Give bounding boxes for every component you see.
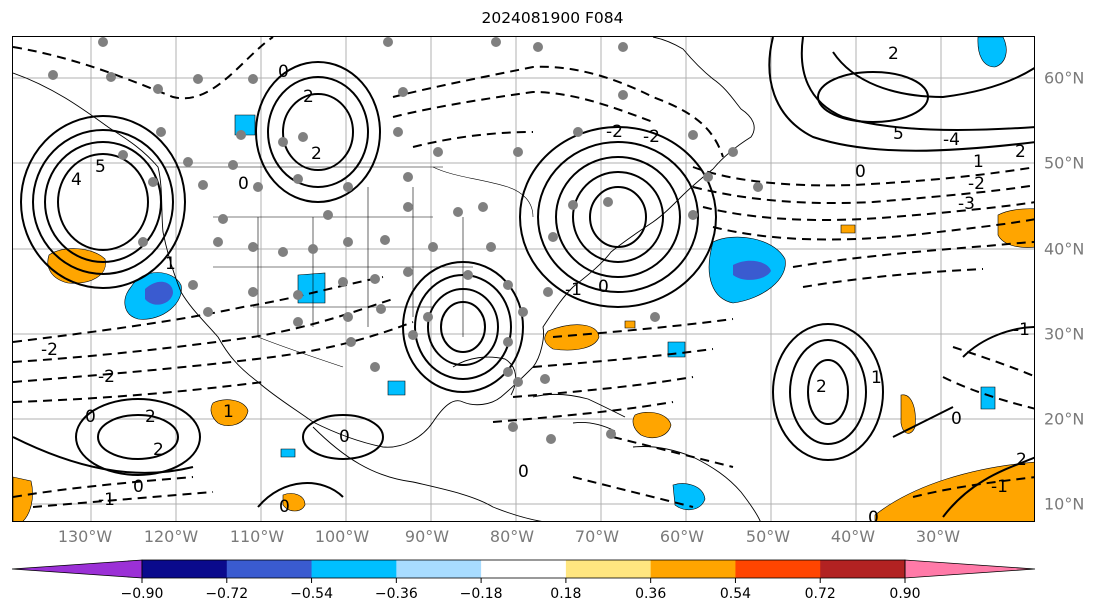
contour-label: -3 bbox=[958, 194, 975, 214]
shaded-fields bbox=[13, 37, 1034, 521]
contour-label: 0 bbox=[85, 407, 96, 427]
contour-label: 2 bbox=[311, 144, 322, 164]
colorbar-segment bbox=[650, 560, 736, 578]
contour-label: 2 bbox=[145, 407, 156, 427]
contour-label: 0 bbox=[518, 462, 529, 482]
coastlines bbox=[13, 37, 761, 521]
contour-label: 2 bbox=[303, 87, 314, 107]
contour-label: 0 bbox=[238, 174, 249, 194]
contour-label: 1 bbox=[165, 254, 176, 274]
contour-label: 1 bbox=[871, 368, 882, 388]
contour-label: 0 bbox=[133, 477, 144, 497]
contour-label: 2 bbox=[1015, 142, 1026, 162]
contour-label: 0 bbox=[279, 497, 290, 517]
colorbar bbox=[11, 559, 1036, 583]
lon-label: 40°W bbox=[830, 527, 876, 546]
contour-label: 2 bbox=[816, 377, 827, 397]
lon-label: 30°W bbox=[915, 527, 961, 546]
station-markers bbox=[48, 37, 763, 444]
colorbar-segments bbox=[11, 559, 1036, 579]
lat-label: 40°N bbox=[1044, 239, 1085, 259]
colorbar-tick-label: −0.54 bbox=[290, 586, 333, 602]
contour-label: -2 bbox=[606, 122, 623, 142]
contour-label: 0 bbox=[855, 162, 866, 182]
graticule bbox=[13, 37, 1034, 521]
colorbar-segment bbox=[396, 560, 482, 578]
contour-label: 5 bbox=[95, 157, 106, 177]
contour-label: -1 bbox=[98, 490, 115, 510]
colorbar-tick-label: −0.72 bbox=[205, 586, 249, 602]
contour-label: -2 bbox=[41, 340, 58, 360]
contour-label: 1 bbox=[223, 402, 234, 422]
lat-label: 30°N bbox=[1044, 324, 1085, 344]
lon-label: 110°W bbox=[229, 527, 285, 546]
contour-label: -1 bbox=[991, 477, 1008, 497]
colorbar-segment bbox=[311, 560, 397, 578]
colorbar-segment bbox=[142, 560, 228, 578]
colorbar-extend-low bbox=[11, 559, 143, 579]
colorbar-tick-label: −0.36 bbox=[374, 586, 418, 602]
colorbar-segment bbox=[735, 560, 821, 578]
colorbar-segment bbox=[226, 560, 313, 578]
contour-labels: 5 4 2 2 0 0 1 -2 -2 2 2 0 0 -1 0 0 0 0 -… bbox=[41, 44, 1030, 522]
contour-label: 2 bbox=[153, 440, 164, 460]
map-canvas: 5 4 2 2 0 0 1 -2 -2 2 2 0 0 -1 0 0 0 0 -… bbox=[13, 37, 1034, 522]
colorbar-tick-label: 0.18 bbox=[550, 586, 582, 602]
contour-label: 2 bbox=[1016, 450, 1027, 470]
colorbar-segment bbox=[820, 560, 906, 578]
colorbar-tick-label: 0.54 bbox=[719, 586, 752, 602]
colorbar-tick-label: 0.36 bbox=[635, 586, 667, 602]
colorbar-outline bbox=[141, 559, 906, 579]
lon-label: 50°W bbox=[745, 527, 791, 546]
lon-label: 90°W bbox=[404, 527, 450, 546]
lat-label: 60°N bbox=[1044, 68, 1085, 88]
map-title: 2024081900 F084 bbox=[481, 9, 624, 27]
lat-label: 20°N bbox=[1044, 409, 1085, 429]
lon-label: 120°W bbox=[143, 527, 199, 546]
colorbar-tick-marks bbox=[141, 578, 906, 583]
lon-label: 100°W bbox=[314, 527, 370, 546]
contour-label: -1 bbox=[565, 280, 582, 300]
colorbar-segment bbox=[565, 560, 652, 578]
contour-label: 0 bbox=[339, 427, 350, 447]
lat-label: 50°N bbox=[1044, 153, 1085, 173]
contour-label: -2 bbox=[643, 127, 660, 147]
contour-label: -1 bbox=[1013, 320, 1030, 340]
lon-label: 130°W bbox=[57, 527, 113, 546]
contour-label: 0 bbox=[598, 277, 609, 297]
negative-contours bbox=[13, 37, 1034, 508]
contour-label: 0 bbox=[868, 508, 879, 522]
lon-label: 80°W bbox=[489, 527, 535, 546]
colorbar-tick-label: 0.90 bbox=[889, 586, 921, 602]
contour-label: 2 bbox=[888, 44, 899, 64]
colorbar-tick-label: −0.90 bbox=[120, 586, 164, 602]
contour-label: 0 bbox=[278, 62, 289, 82]
colorbar-tick-label: 0.72 bbox=[804, 586, 836, 602]
contour-label: -2 bbox=[968, 174, 985, 194]
contour-label: 5 bbox=[893, 124, 904, 144]
contour-label: 1 bbox=[973, 152, 984, 172]
colorbar-extend-high bbox=[904, 559, 1036, 579]
colorbar-tick-label: −0.18 bbox=[459, 586, 503, 602]
contour-label: 4 bbox=[71, 170, 82, 190]
contour-label: -4 bbox=[943, 130, 960, 150]
lon-label: 70°W bbox=[574, 527, 620, 546]
contour-label: 0 bbox=[951, 409, 962, 429]
lat-label: 10°N bbox=[1044, 494, 1085, 514]
map-panel: 5 4 2 2 0 0 1 -2 -2 2 2 0 0 -1 0 0 0 0 -… bbox=[12, 36, 1035, 522]
colorbar-segment bbox=[481, 560, 567, 578]
contour-label: -2 bbox=[98, 367, 115, 387]
lon-label: 60°W bbox=[659, 527, 705, 546]
